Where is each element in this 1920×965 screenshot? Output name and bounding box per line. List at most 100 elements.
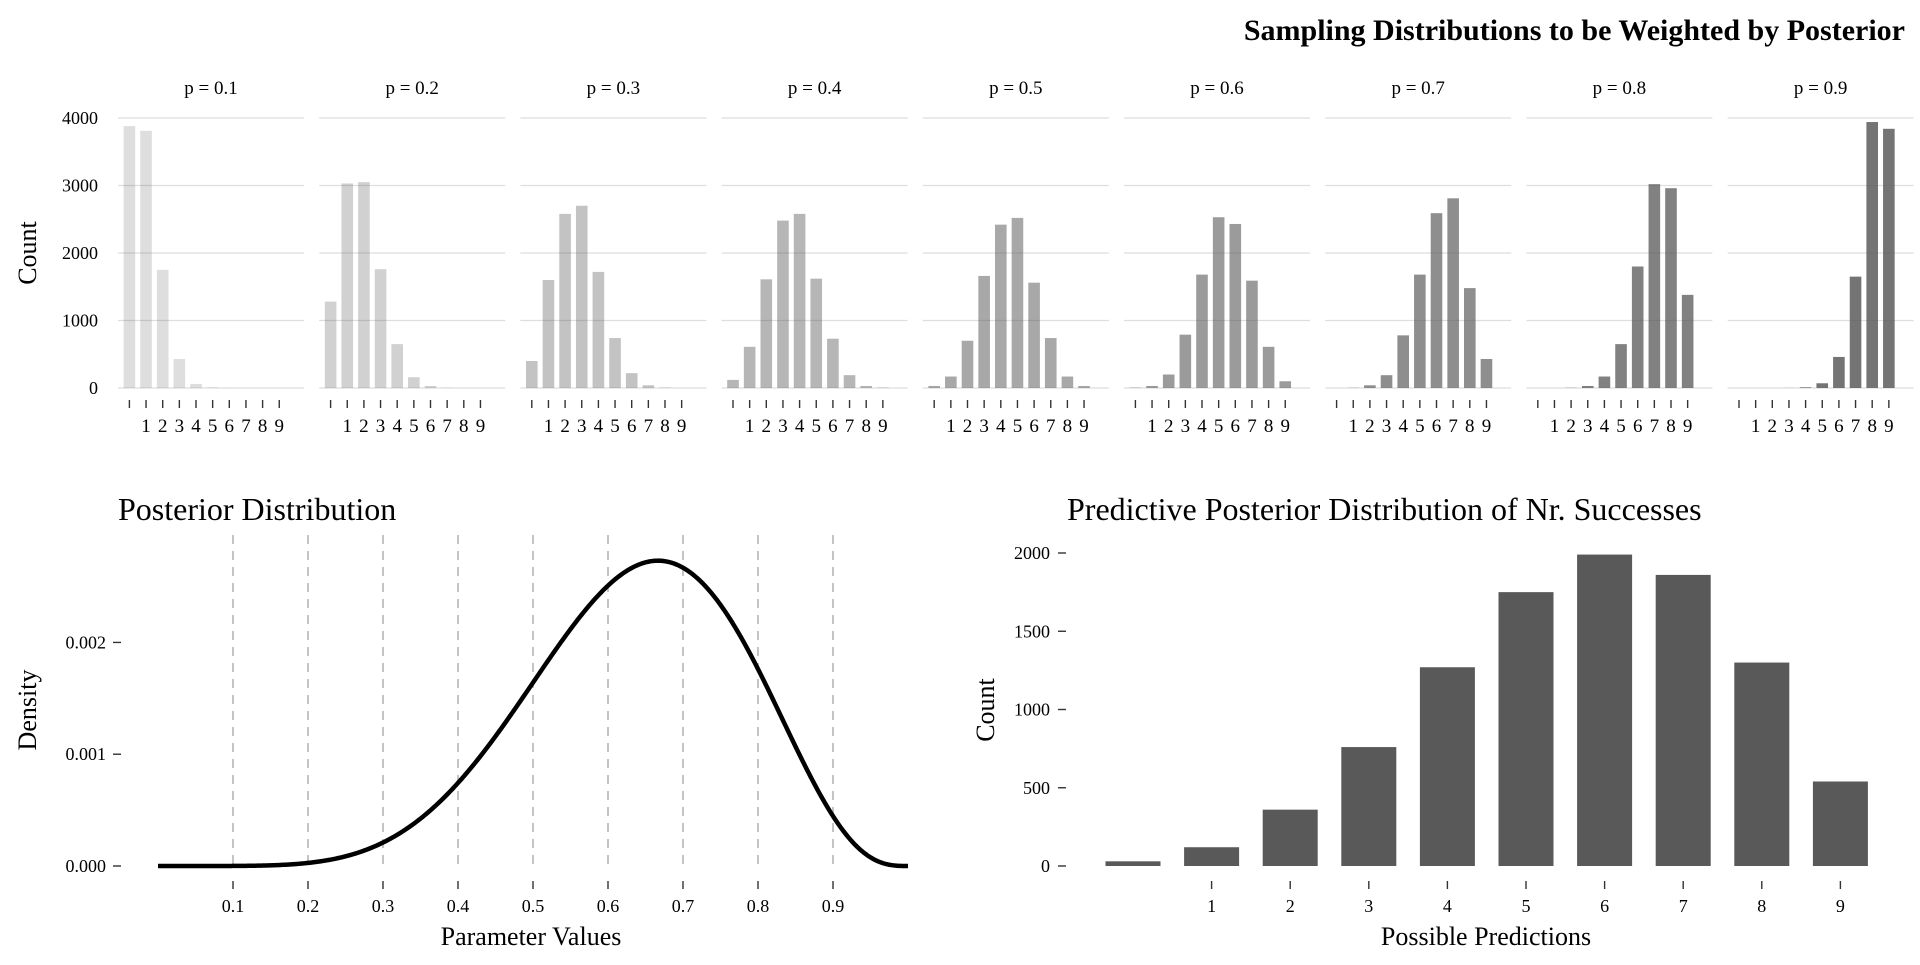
posterior-x-axis-label: Parameter Values [441,922,622,951]
facet-bar [1078,386,1090,388]
facet-bar [978,276,990,388]
facet-bar [1263,347,1275,388]
facet-bar [794,214,806,388]
predictive-panel: Predictive Posterior Distribution of Nr.… [971,491,1868,951]
facet-x-tick-label: 6 [828,416,838,437]
facet-x-tick-label: 6 [225,416,235,437]
facet-x-tick-label: 3 [778,416,788,437]
facet-bar [1146,386,1158,388]
facet-x-tick-label: 9 [1884,416,1894,437]
facet-x-tick-label: 9 [1683,416,1693,437]
facet-x-tick-label: 7 [1851,416,1861,437]
facet-x-tick-label: 2 [158,416,168,437]
facet-x-tick-label: 7 [442,416,452,437]
facet-strip-label: p = 0.4 [788,78,842,99]
facet-strip-label: p = 0.1 [184,78,237,99]
predictive-title: Predictive Posterior Distribution of Nr.… [1067,491,1702,527]
predictive-bar [1577,555,1632,866]
predictive-y-tick-label: 0 [1041,856,1050,876]
facet-bar [1381,375,1393,388]
predictive-x-tick-label: 1 [1207,896,1216,916]
facet-bar [1397,335,1409,388]
facet-y-tick-label: 0 [89,378,98,398]
facet-bar [1246,281,1258,388]
facet-bar [1196,275,1208,388]
facet-bar [945,377,957,388]
posterior-y-tick-label: 0.001 [66,744,107,764]
facet-bar [727,380,739,388]
facet-bar [559,214,571,388]
predictive-x-tick-label: 6 [1600,896,1609,916]
facet-x-tick-label: 7 [1448,416,1458,437]
facet-bar [124,126,136,388]
facet-x-tick-label: 1 [1550,416,1560,437]
posterior-x-tick-label: 0.2 [297,896,320,916]
facet-x-tick-label: 7 [1046,416,1056,437]
facet-x-tick-label: 6 [1633,416,1643,437]
facet-strip-label: p = 0.8 [1593,78,1646,99]
facet-bar [325,302,337,388]
facet-x-tick-label: 8 [660,416,670,437]
predictive-x-tick-label: 4 [1443,896,1452,916]
facet-x-tick-label: 2 [359,416,369,437]
facet-bar [1012,218,1024,388]
facet-x-tick-label: 5 [812,416,822,437]
predictive-x-tick-label: 8 [1757,896,1766,916]
facet-x-tick-label: 4 [795,416,805,437]
facet-bar [207,387,219,388]
facet-x-tick-label: 1 [745,416,755,437]
facet-strip-label: p = 0.5 [989,78,1042,99]
facet-x-tick-label: 9 [1482,416,1492,437]
predictive-bar [1341,747,1396,866]
predictive-x-tick-label: 2 [1286,896,1295,916]
facet-x-tick-label: 8 [1465,416,1475,437]
facet-x-tick-label: 7 [1247,416,1257,437]
facet-x-tick-label: 3 [979,416,989,437]
facet-bar [408,377,420,388]
predictive-bar [1499,592,1554,866]
facet-x-tick-label: 3 [1181,416,1191,437]
facet-x-tick-label: 1 [1147,416,1157,437]
facet-bar [1364,385,1376,388]
facet-bar [391,344,403,388]
figure-title: Sampling Distributions to be Weighted by… [1244,14,1905,47]
facet-x-tick-label: 9 [1281,416,1291,437]
facet-strip-label: p = 0.9 [1794,78,1847,99]
facet-bar [962,341,974,388]
facet-x-tick-label: 4 [996,416,1006,437]
facet-bar [174,359,186,388]
facet-strip-label: p = 0.7 [1391,78,1444,99]
facet-x-tick-label: 9 [275,416,285,437]
posterior-x-tick-label: 0.1 [222,896,245,916]
facet-x-tick-label: 4 [1801,416,1811,437]
facet-x-tick-label: 3 [175,416,185,437]
facet-x-tick-label: 9 [476,416,486,437]
facet-bar [1481,359,1493,388]
facet-x-tick-label: 6 [426,416,436,437]
facet-y-axis-label: Count [13,220,42,284]
facet-x-tick-label: 4 [594,416,604,437]
predictive-x-tick-label: 9 [1836,896,1845,916]
facet-x-tick-label: 3 [1382,416,1392,437]
predictive-bar [1263,810,1318,866]
facet-x-tick-label: 3 [376,416,386,437]
facet-x-tick-label: 1 [1751,416,1761,437]
facet-x-tick-label: 1 [946,416,956,437]
facet-bar [341,183,353,388]
facet-x-tick-label: 2 [1566,416,1576,437]
facet-x-tick-label: 1 [544,416,554,437]
facet-bar [609,338,621,388]
posterior-y-tick-label: 0.000 [66,856,107,876]
facet-bar [860,386,872,388]
facet-x-tick-label: 8 [1666,416,1676,437]
facet-bar [593,272,605,388]
posterior-x-tick-label: 0.4 [447,896,470,916]
predictive-bar [1813,781,1868,866]
facet-bar [1582,386,1594,388]
posterior-y-tick-label: 0.002 [66,632,107,652]
posterior-x-tick-label: 0.7 [672,896,695,916]
